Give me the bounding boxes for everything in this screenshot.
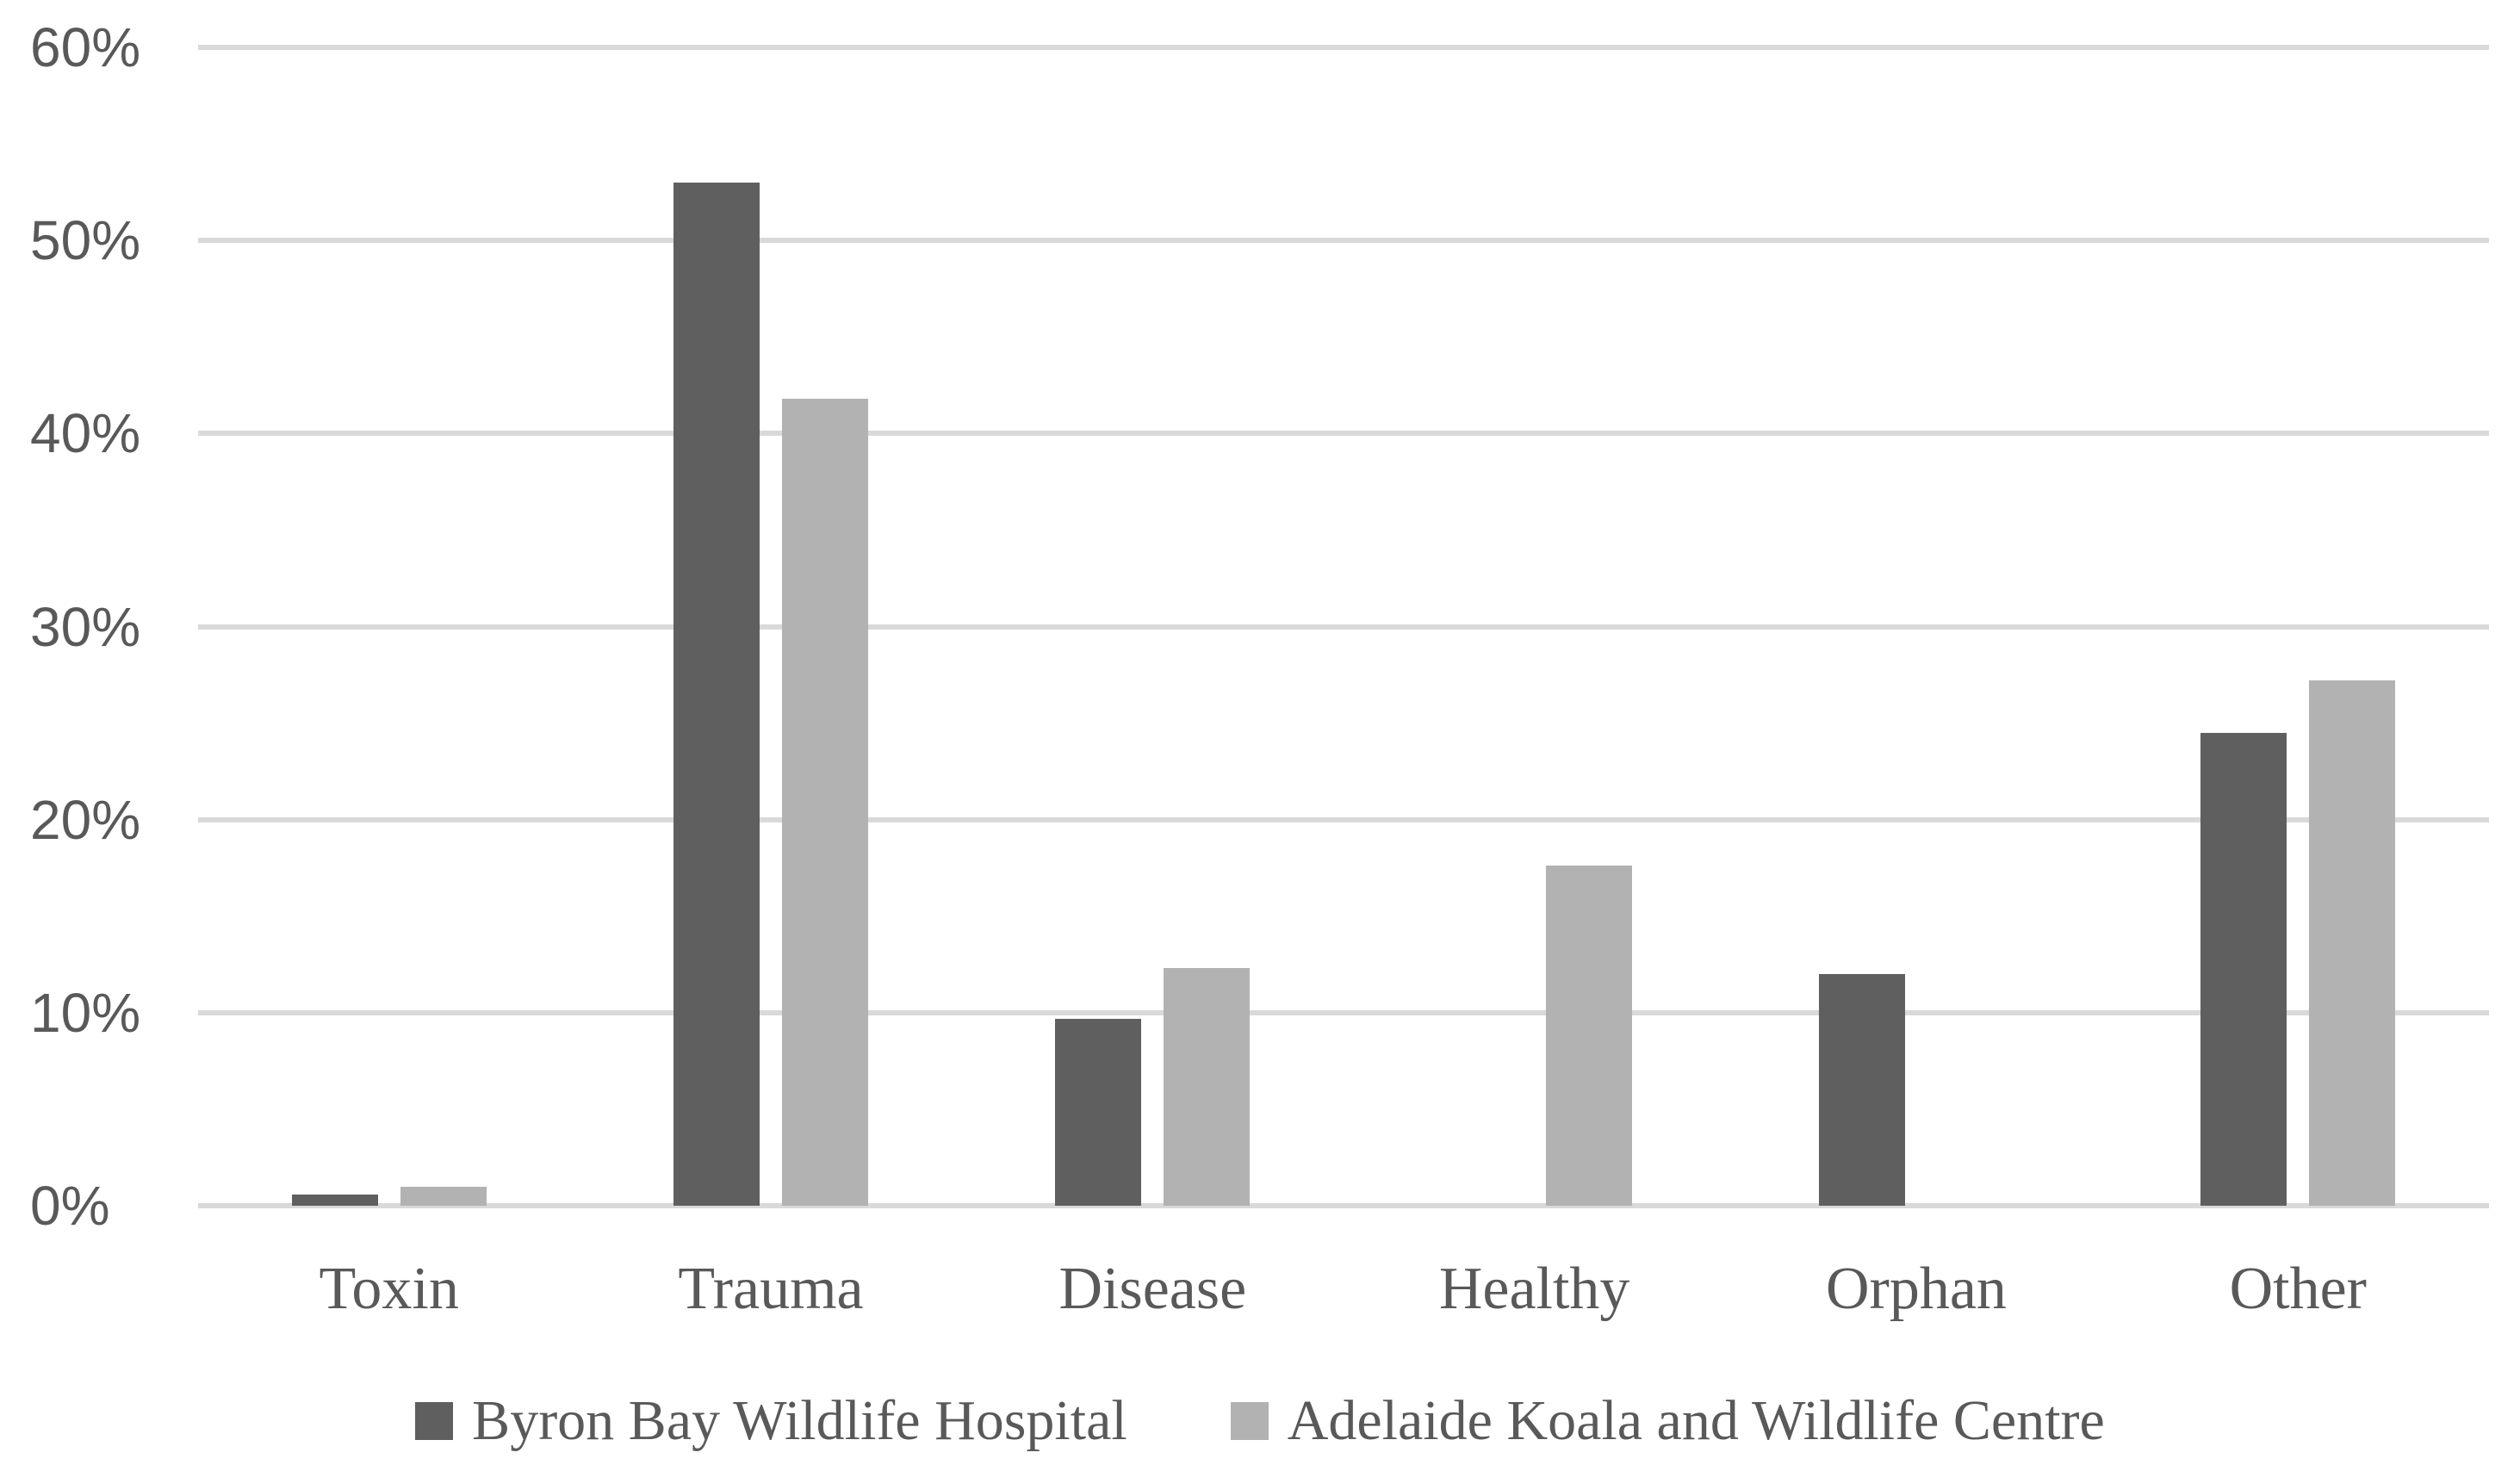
x-label-trauma: Trauma (678, 1256, 864, 1322)
legend-label: Adelaide Koala and Wildlife Centre (1287, 1389, 2105, 1452)
gridline-30 (198, 624, 2489, 630)
bar-group-healthy (1344, 47, 1725, 1206)
legend-item-adelaide-koala: Adelaide Koala and Wildlife Centre (1230, 1389, 2105, 1452)
gridline-20 (198, 816, 2489, 822)
x-label-other: Other (2229, 1256, 2367, 1322)
bar-orphan-byron-bay (1818, 974, 1905, 1206)
plot-area (198, 45, 2489, 1208)
bar-disease-byron-bay (1055, 1018, 1142, 1206)
y-tick-label-50: 50% (30, 209, 141, 272)
legend-label: Byron Bay Wildlife Hospital (472, 1389, 1127, 1452)
x-label-healthy: Healthy (1438, 1256, 1630, 1322)
legend-item-byron-bay: Byron Bay Wildlife Hospital (415, 1393, 1127, 1449)
x-axis-line (198, 1203, 2489, 1208)
bar-groups (198, 47, 2489, 1206)
y-tick-label-30: 30% (30, 595, 141, 658)
gridline-60 (198, 45, 2489, 50)
y-tick-label-20: 20% (30, 788, 141, 851)
y-tick-label-60: 60% (30, 16, 141, 78)
bar-healthy-adelaide-koala (1545, 866, 1632, 1206)
bar-toxin-byron-bay (291, 1194, 378, 1206)
bar-group-trauma (580, 47, 961, 1206)
bar-other-adelaide-koala (2309, 680, 2396, 1206)
bar-group-disease (962, 47, 1344, 1206)
bar-group-orphan (1725, 47, 2107, 1206)
legend: Byron Bay Wildlife Hospital Adelaide Koal… (0, 1374, 2520, 1468)
bar-trauma-adelaide-koala (781, 398, 868, 1206)
x-axis-labels: Toxin Trauma Disease Healthy Orphan Other (198, 1253, 2489, 1325)
gridline-40 (198, 431, 2489, 437)
bar-trauma-byron-bay (673, 182, 760, 1206)
y-tick-label-0: 0% (30, 1175, 110, 1237)
bar-group-other (2107, 47, 2489, 1206)
legend-swatch-icon (415, 1402, 454, 1440)
gridline-50 (198, 238, 2489, 244)
x-label-toxin: Toxin (319, 1256, 459, 1322)
y-tick-label-10: 10% (30, 981, 141, 1044)
x-label-disease: Disease (1058, 1256, 1247, 1322)
gridline-10 (198, 1009, 2489, 1015)
legend-swatch-icon (1230, 1402, 1269, 1440)
bar-disease-adelaide-koala (1164, 968, 1251, 1206)
bar-group-toxin (198, 47, 580, 1206)
x-label-orphan: Orphan (1826, 1256, 2007, 1322)
y-tick-label-40: 40% (30, 402, 141, 465)
bar-toxin-adelaide-koala (400, 1186, 487, 1206)
bar-other-byron-bay (2200, 732, 2287, 1206)
